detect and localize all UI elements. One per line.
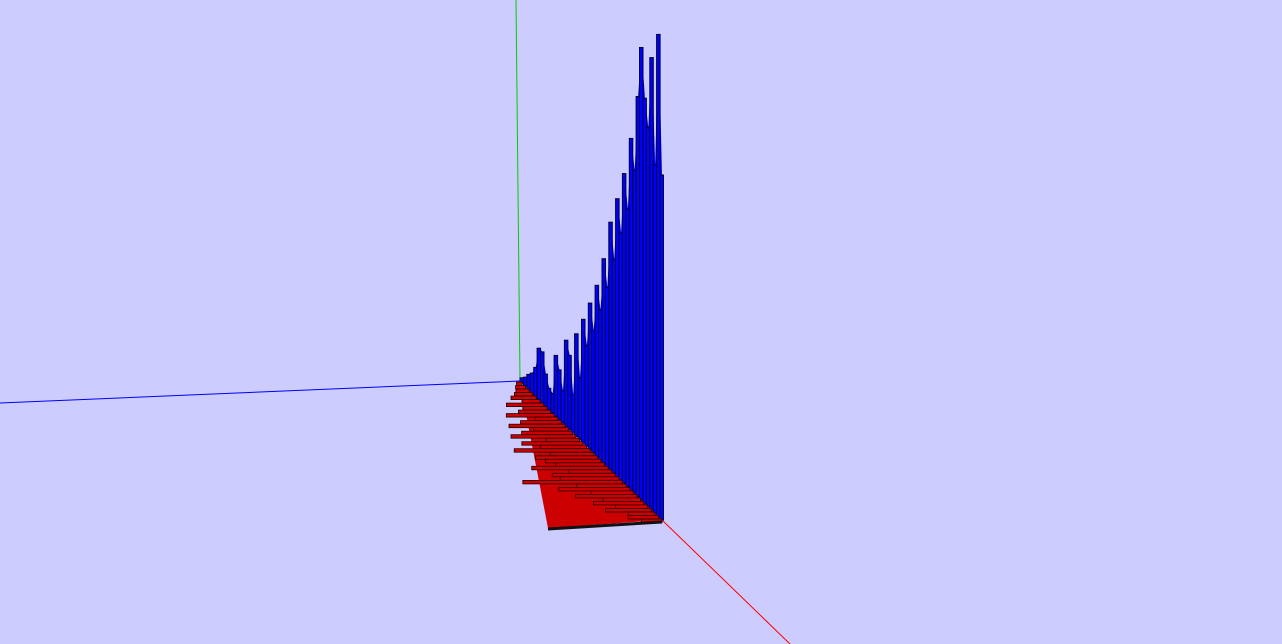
- red-floor-edge: [547, 520, 663, 531]
- red-histogram-bar: [558, 486, 631, 492]
- red-histogram-bar: [605, 508, 652, 513]
- red-histogram-bar: [575, 493, 638, 499]
- red-histogram-bar: [568, 469, 613, 474]
- red-histogram-bar: [590, 490, 634, 495]
- red-histogram-bar: [602, 497, 641, 502]
- red-histogram-bar: [539, 444, 588, 450]
- red-histogram-bar: [508, 423, 566, 429]
- red-histogram-bar: [510, 395, 537, 401]
- red-histogram-bar: [505, 413, 555, 418]
- red-histogram-bar: [505, 402, 544, 408]
- red-histogram-bar: [544, 458, 602, 464]
- red-histogram-bar: [522, 479, 623, 485]
- red-histogram-bar: [545, 437, 580, 443]
- blue-histogram-bar: [529, 372, 535, 394]
- red-histogram-bar: [531, 465, 609, 471]
- blue-histogram-bar: [659, 174, 664, 521]
- red-histogram-bar: [533, 427, 570, 432]
- red-histogram-bar: [555, 462, 605, 467]
- red-histogram-bar: [521, 441, 584, 446]
- axes-group: [0, 0, 791, 644]
- red-histogram-bar: [576, 483, 627, 488]
- red-histogram-bar: [615, 504, 649, 509]
- red-histogram-bar: [522, 406, 548, 411]
- y-axis-line: [515, 0, 521, 382]
- x-axis-line: [661, 519, 791, 644]
- red-histogram-bar: [515, 385, 526, 390]
- red-histogram-bar: [535, 455, 598, 460]
- red-histogram-bar: [549, 451, 595, 457]
- red-histogram-bar: [559, 476, 620, 481]
- red-histogram-bar: [514, 392, 534, 397]
- z-axis-line: [0, 380, 521, 404]
- red-histogram-bar: [518, 409, 552, 415]
- blue-histogram-bar: [577, 377, 582, 441]
- red-histogram-bar: [513, 448, 591, 453]
- red-histogram-bar: [551, 472, 616, 478]
- blue-histogram-bar: [567, 354, 572, 431]
- red-histogram-bar: [593, 500, 645, 506]
- red-histogram-series: [505, 381, 663, 531]
- blue-histogram-bar: [645, 126, 651, 508]
- blue-histogram-bar: [598, 309, 603, 461]
- red-histogram-bar: [521, 430, 573, 436]
- red-histogram-bar: [515, 388, 530, 393]
- red-histogram-bar: [627, 515, 659, 520]
- red-histogram-bar: [521, 399, 541, 404]
- blue-histogram-bar: [621, 173, 627, 484]
- red-histogram-bar: [534, 416, 559, 422]
- red-histogram-bar: [520, 420, 562, 425]
- blue-histogram-series: [519, 33, 664, 521]
- red-histogram-bar: [510, 434, 577, 439]
- blue-histogram-bar: [553, 354, 559, 417]
- red-histogram-bar: [627, 511, 656, 516]
- red-histogram-bar: [516, 381, 523, 386]
